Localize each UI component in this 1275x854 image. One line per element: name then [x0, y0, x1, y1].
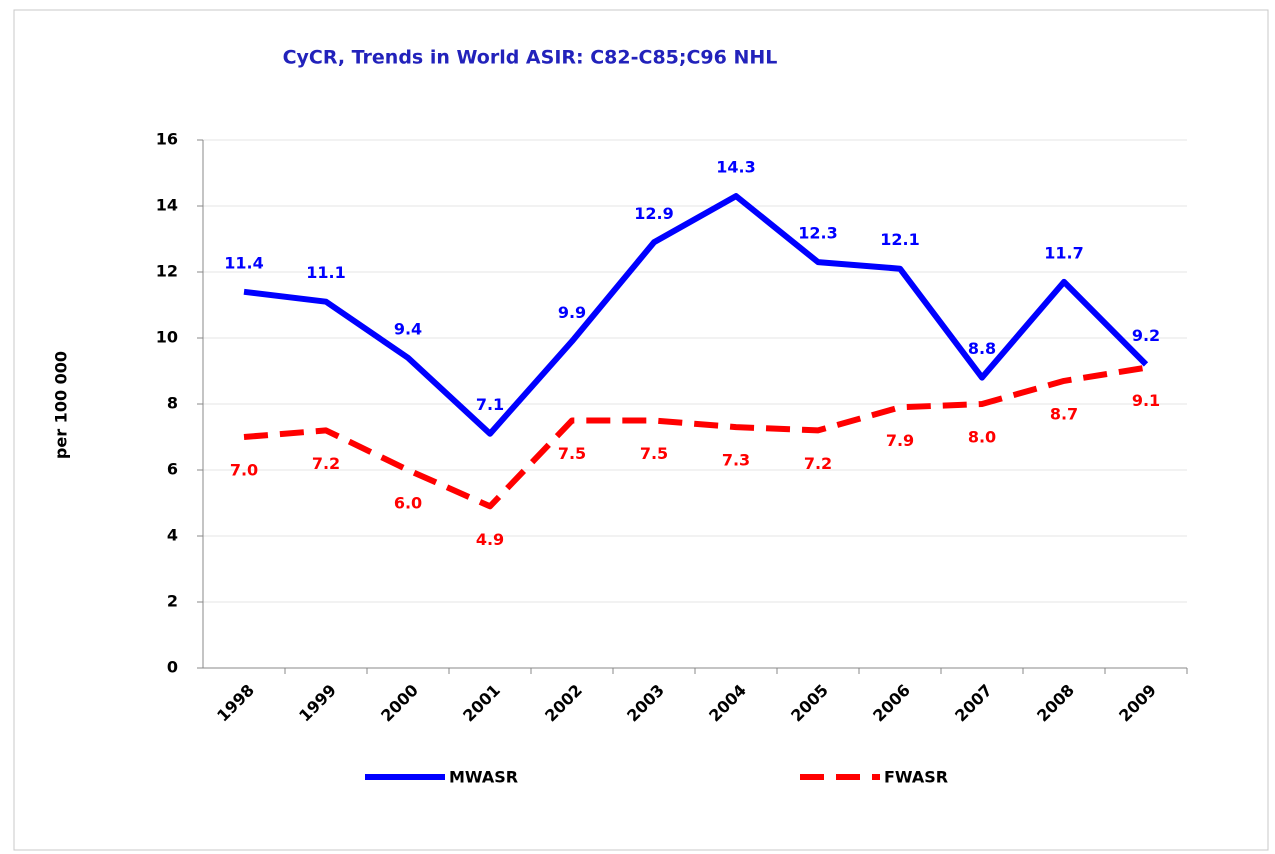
- data-label: 12.9: [634, 204, 673, 223]
- y-tick-label: 4: [167, 526, 178, 545]
- y-tick-label: 2: [167, 592, 178, 611]
- data-label: 7.2: [804, 454, 832, 473]
- data-label: 9.1: [1132, 391, 1160, 410]
- data-label: 7.2: [312, 454, 340, 473]
- data-label: 7.0: [230, 461, 258, 480]
- y-tick-label: 6: [167, 460, 178, 479]
- y-tick-label: 8: [167, 394, 178, 413]
- data-label: 7.3: [722, 451, 750, 470]
- data-label: 7.5: [640, 444, 668, 463]
- y-tick-label: 0: [167, 658, 178, 677]
- data-label: 4.9: [476, 530, 504, 549]
- data-label: 7.5: [558, 444, 586, 463]
- data-label: 12.3: [798, 224, 837, 243]
- data-label: 7.9: [886, 431, 914, 450]
- data-label: 14.3: [716, 158, 755, 177]
- series-line: [243, 193, 1149, 437]
- data-label: 9.2: [1132, 326, 1160, 345]
- data-label: 8.7: [1050, 404, 1078, 423]
- data-label: 9.4: [394, 319, 422, 338]
- y-tick-label: 10: [156, 328, 178, 347]
- y-axis-label: per 100 000: [52, 351, 71, 459]
- y-tick-label: 14: [156, 196, 178, 215]
- data-label: 11.1: [306, 263, 345, 282]
- data-label: 12.1: [880, 230, 919, 249]
- legend-label: FWASR: [884, 768, 948, 787]
- data-label: 7.1: [476, 395, 504, 414]
- series-line: [243, 364, 1147, 510]
- y-tick-label: 12: [156, 262, 178, 281]
- chart-title: CyCR, Trends in World ASIR: C82-C85;C96 …: [283, 47, 778, 69]
- data-label: 8.8: [968, 339, 996, 358]
- y-tick-label: 16: [156, 130, 178, 149]
- data-label: 6.0: [394, 494, 422, 513]
- chart-frame: [13, 9, 1269, 851]
- legend-label: MWASR: [449, 768, 518, 787]
- data-label: 11.7: [1044, 243, 1083, 262]
- data-label: 11.4: [224, 253, 263, 272]
- data-label: 9.9: [558, 303, 586, 322]
- data-label: 8.0: [968, 428, 996, 447]
